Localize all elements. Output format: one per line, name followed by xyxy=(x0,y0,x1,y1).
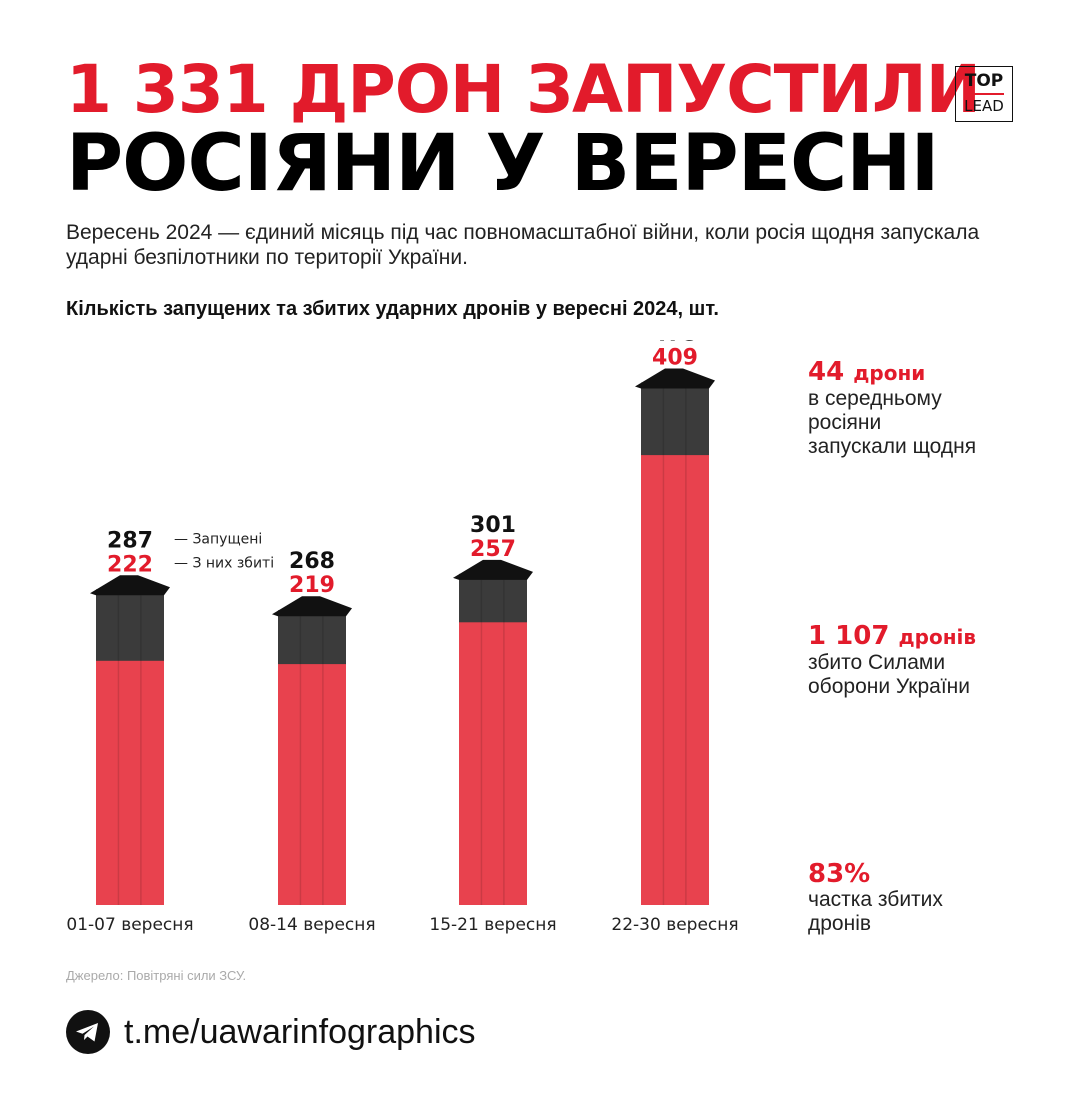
telegram-link[interactable]: t.me/uawarinfographics xyxy=(124,1013,476,1051)
drone-nose xyxy=(272,596,352,617)
drone-nose xyxy=(453,559,533,580)
stat-description: в середньому росіяни запускали щодня xyxy=(808,387,977,458)
drone-nose xyxy=(635,368,715,389)
logo-top-text: TOP xyxy=(964,71,1004,91)
stat-number: 44 xyxy=(808,357,845,387)
stat-description: частка збитих дронів xyxy=(808,888,943,935)
telegram-icon xyxy=(66,1010,110,1054)
legend-shot-down: — З них збиті xyxy=(174,555,274,571)
logo-bottom-text: LEAD xyxy=(964,96,1004,115)
drone-nose xyxy=(90,575,170,596)
category-label: 01-07 вересня xyxy=(66,915,193,935)
legend-launched: — Запущені xyxy=(174,531,262,547)
value-label-shot-down: 409 xyxy=(652,346,698,371)
category-label: 08-14 вересня xyxy=(248,915,375,935)
value-label-launched: 301 xyxy=(470,513,516,538)
category-label: 15-21 вересня xyxy=(429,915,556,935)
value-label-launched: 268 xyxy=(289,549,335,574)
logo-divider xyxy=(964,93,1004,95)
bar-shot-down xyxy=(459,622,527,905)
stat-shot-down-total: 1 107 дронів збито Силами оборони Україн… xyxy=(808,622,1048,699)
stat-value: 44 дрони xyxy=(808,358,1048,387)
value-label-shot-down: 219 xyxy=(289,573,335,598)
stat-shot-down-share: 83% частка збитих дронів xyxy=(808,860,1048,936)
subtitle: Вересень 2024 — єдиний місяць під час по… xyxy=(66,221,980,269)
title-line-2: РОСІЯНИ У ВЕРЕСНІ xyxy=(66,119,940,209)
value-label-launched: 475 xyxy=(652,340,698,347)
logo: TOP LEAD xyxy=(955,66,1013,122)
category-label: 22-30 вересня xyxy=(611,915,738,935)
value-label-shot-down: 257 xyxy=(470,537,516,562)
bar-shot-down xyxy=(96,660,164,905)
stat-number: 1 107 xyxy=(808,621,890,651)
value-label-shot-down: 222 xyxy=(107,552,153,577)
stat-daily-average: 44 дрони в середньому росіяни запускали … xyxy=(808,358,1048,459)
source-note: Джерело: Повітряні сили ЗСУ. xyxy=(66,968,247,983)
chart-title: Кількість запущених та збитих ударних др… xyxy=(66,298,719,320)
value-label-launched: 287 xyxy=(107,528,153,553)
stat-value: 1 107 дронів xyxy=(808,622,1048,651)
stat-number: 83% xyxy=(808,859,871,889)
stat-unit: дронів xyxy=(898,625,977,649)
stat-description: збито Силами оборони України xyxy=(808,651,971,698)
title-line-1: 1 331 ДРОН ЗАПУСТИЛИ xyxy=(66,51,981,128)
bar-shot-down xyxy=(641,455,709,905)
bar-shot-down xyxy=(278,664,346,905)
stat-unit: дрони xyxy=(853,361,926,385)
stat-value: 83% xyxy=(808,860,1048,888)
